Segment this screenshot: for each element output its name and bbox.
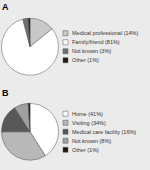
svg-text:A: A xyxy=(2,2,9,12)
svg-text:Family/friend (81%): Family/friend (81%) xyxy=(72,39,120,45)
svg-text:Visiting (34%): Visiting (34%) xyxy=(72,120,106,126)
svg-text:Home (41%): Home (41%) xyxy=(72,111,103,117)
svg-text:Medical professional (14%): Medical professional (14%) xyxy=(72,30,139,36)
svg-text:Not known (3%): Not known (3%) xyxy=(72,48,111,54)
svg-text:Medical care facility (16%): Medical care facility (16%) xyxy=(72,129,136,135)
svg-text:Other (1%): Other (1%) xyxy=(72,57,99,63)
svg-text:B: B xyxy=(2,88,9,98)
svg-text:Not known (8%): Not known (8%) xyxy=(72,138,111,144)
svg-text:Other (1%): Other (1%) xyxy=(72,147,99,153)
